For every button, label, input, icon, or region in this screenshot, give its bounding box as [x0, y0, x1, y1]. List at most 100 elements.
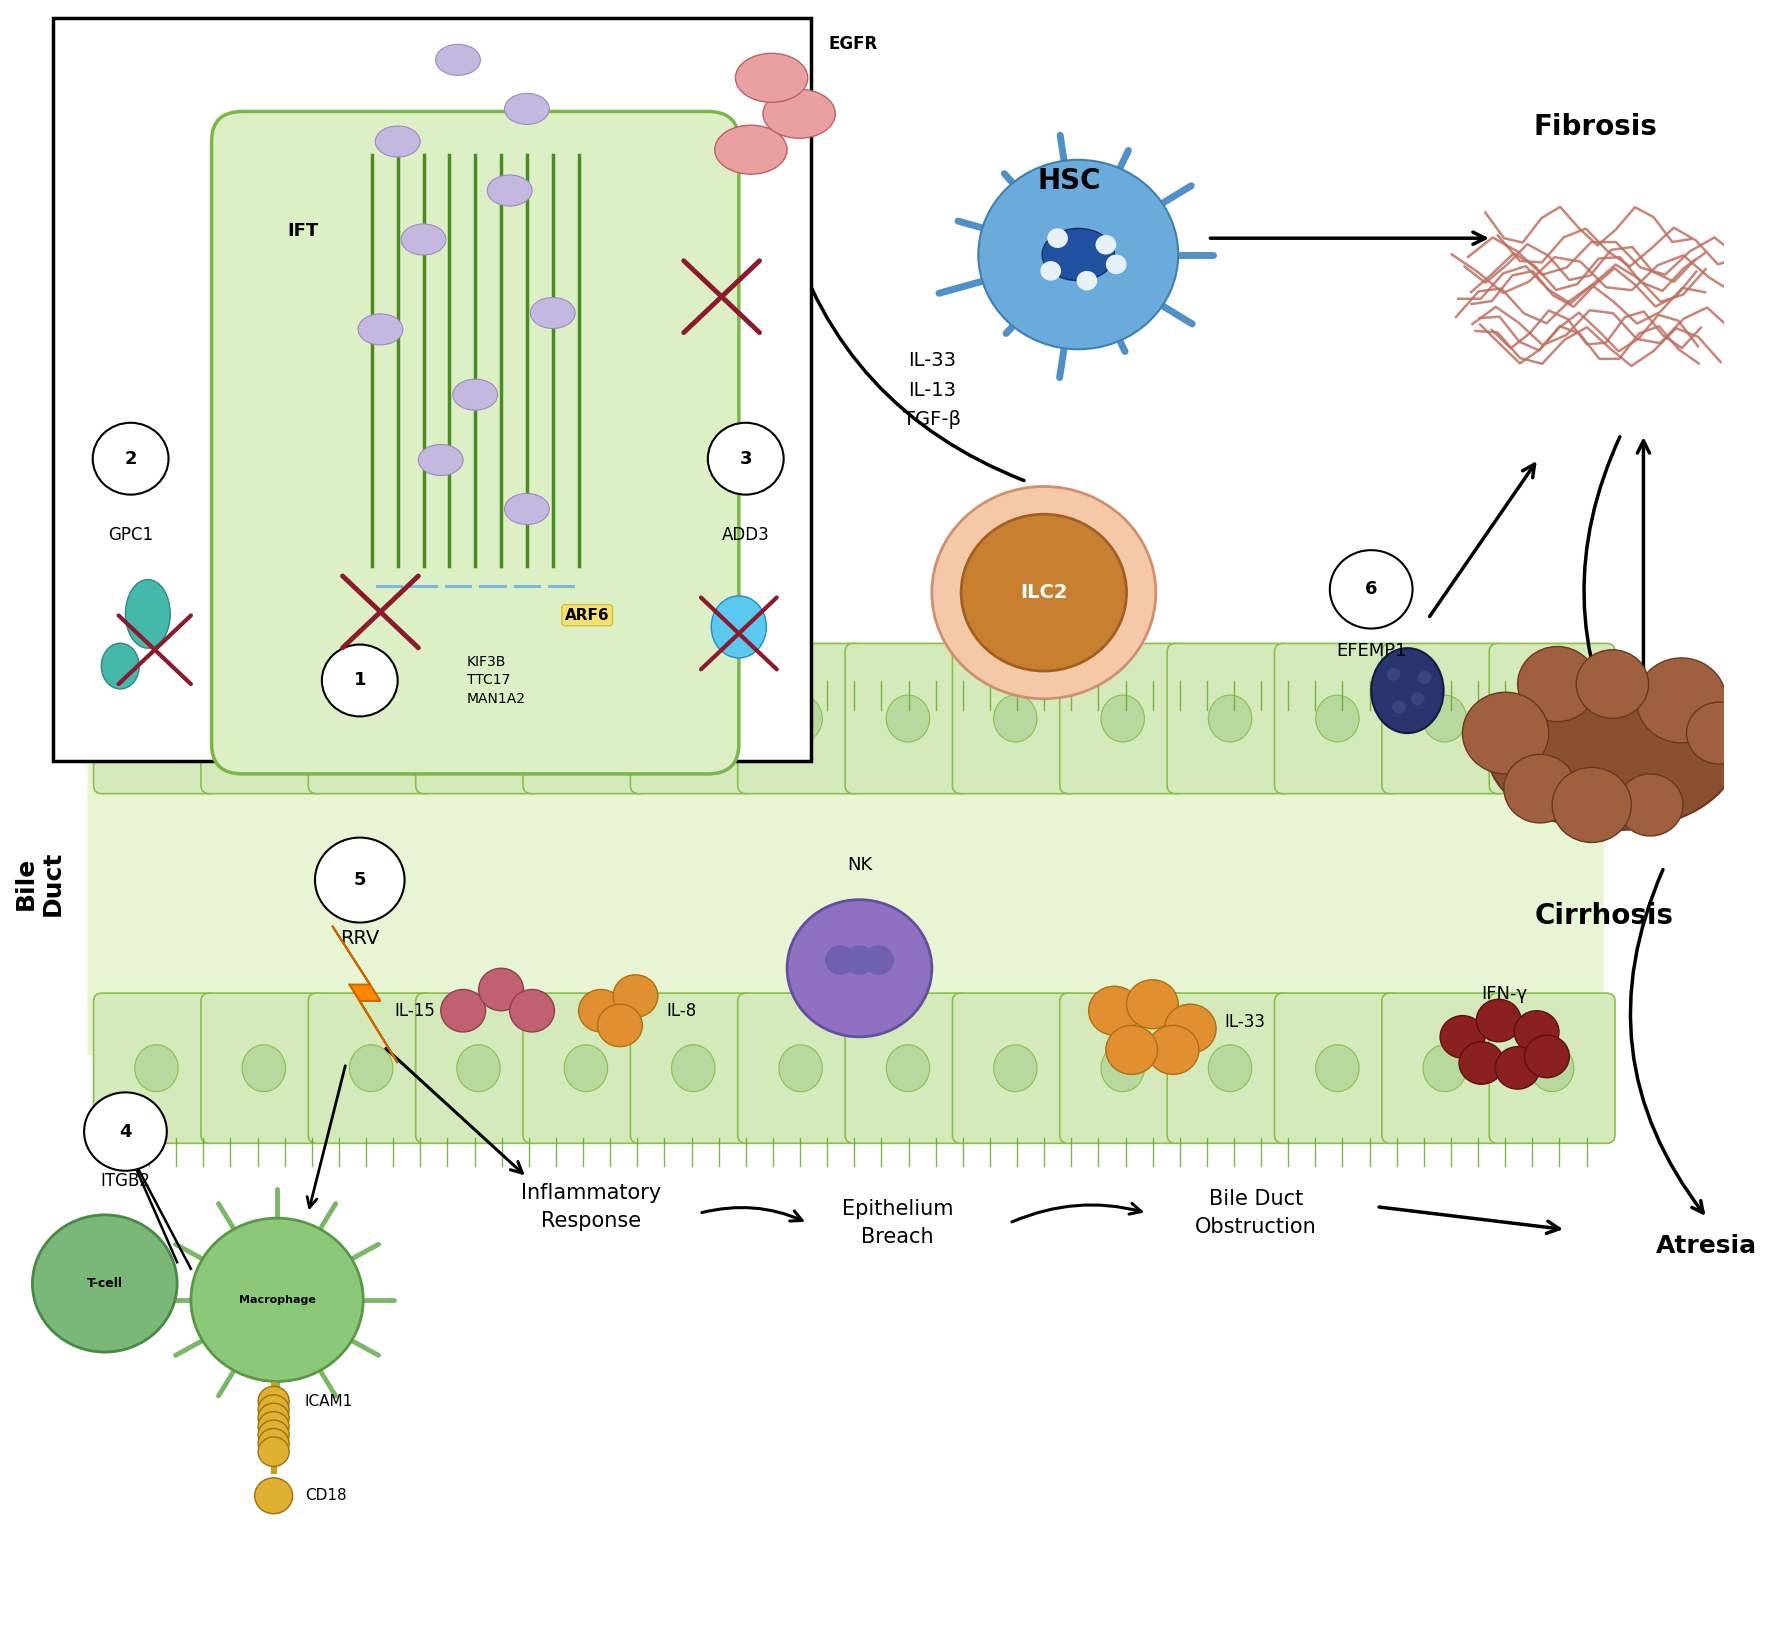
Circle shape	[1504, 754, 1577, 823]
FancyBboxPatch shape	[1382, 643, 1508, 793]
Text: Bile
Duct: Bile Duct	[14, 851, 66, 916]
FancyBboxPatch shape	[1060, 993, 1185, 1144]
Circle shape	[1411, 692, 1425, 705]
Ellipse shape	[1100, 1045, 1145, 1091]
Circle shape	[1524, 1036, 1570, 1078]
Ellipse shape	[714, 126, 787, 173]
Text: CD18: CD18	[305, 1489, 346, 1503]
Ellipse shape	[454, 380, 498, 411]
Circle shape	[1637, 658, 1726, 743]
Ellipse shape	[101, 643, 140, 689]
Ellipse shape	[672, 695, 714, 743]
FancyBboxPatch shape	[845, 993, 971, 1144]
Circle shape	[83, 1093, 167, 1171]
FancyBboxPatch shape	[53, 18, 812, 761]
Text: IFN-γ: IFN-γ	[1481, 985, 1527, 1003]
FancyBboxPatch shape	[416, 643, 542, 793]
Text: ICAM1: ICAM1	[305, 1394, 353, 1409]
FancyBboxPatch shape	[308, 993, 434, 1144]
Circle shape	[259, 1420, 289, 1449]
Ellipse shape	[358, 314, 402, 345]
Circle shape	[1387, 667, 1400, 681]
Ellipse shape	[418, 445, 462, 476]
FancyBboxPatch shape	[1168, 993, 1294, 1144]
Circle shape	[1476, 1000, 1520, 1042]
Ellipse shape	[735, 54, 808, 103]
Ellipse shape	[349, 695, 393, 743]
Ellipse shape	[764, 90, 835, 139]
Ellipse shape	[672, 1045, 714, 1091]
Text: NK: NK	[847, 856, 872, 874]
Ellipse shape	[994, 695, 1037, 743]
Ellipse shape	[1315, 695, 1359, 743]
Ellipse shape	[1531, 695, 1574, 743]
Ellipse shape	[243, 1045, 285, 1091]
Circle shape	[1164, 1005, 1216, 1054]
Text: Inflammatory
Response: Inflammatory Response	[521, 1183, 661, 1230]
Text: 6: 6	[1364, 581, 1377, 599]
Text: GPC1: GPC1	[108, 527, 152, 545]
Circle shape	[826, 946, 856, 975]
Circle shape	[1106, 1026, 1157, 1075]
Text: HSC: HSC	[1038, 167, 1102, 195]
Circle shape	[1517, 646, 1597, 721]
Ellipse shape	[487, 175, 532, 206]
Circle shape	[1127, 980, 1178, 1029]
Ellipse shape	[563, 1045, 608, 1091]
Circle shape	[1047, 229, 1069, 249]
Circle shape	[1095, 236, 1116, 255]
Text: ITGB2: ITGB2	[101, 1171, 151, 1189]
Circle shape	[259, 1404, 289, 1433]
FancyBboxPatch shape	[1488, 643, 1614, 793]
Circle shape	[597, 1005, 643, 1047]
Text: Cirrhosis: Cirrhosis	[1535, 901, 1673, 929]
Text: IL-33: IL-33	[1224, 1013, 1265, 1031]
Circle shape	[579, 990, 624, 1032]
Text: ILC2: ILC2	[1021, 582, 1067, 602]
Ellipse shape	[400, 224, 447, 255]
Circle shape	[613, 975, 657, 1018]
Ellipse shape	[1315, 1045, 1359, 1091]
Circle shape	[707, 422, 783, 494]
Ellipse shape	[886, 1045, 930, 1091]
Ellipse shape	[1531, 1045, 1574, 1091]
FancyBboxPatch shape	[94, 643, 220, 793]
Ellipse shape	[1209, 695, 1251, 743]
Circle shape	[92, 422, 168, 494]
Circle shape	[932, 486, 1155, 699]
Circle shape	[1146, 1026, 1200, 1075]
Circle shape	[259, 1412, 289, 1441]
Circle shape	[255, 1477, 292, 1513]
FancyBboxPatch shape	[737, 993, 863, 1144]
Circle shape	[863, 946, 893, 975]
FancyBboxPatch shape	[211, 111, 739, 774]
Circle shape	[1441, 1016, 1485, 1058]
FancyBboxPatch shape	[737, 643, 863, 793]
Text: Bile Duct
Obstruction: Bile Duct Obstruction	[1194, 1189, 1317, 1237]
FancyBboxPatch shape	[1168, 643, 1294, 793]
Circle shape	[1418, 671, 1432, 684]
Circle shape	[1088, 987, 1141, 1036]
Circle shape	[1496, 1047, 1540, 1090]
Text: IFT: IFT	[287, 222, 319, 240]
FancyBboxPatch shape	[416, 993, 542, 1144]
FancyBboxPatch shape	[1060, 643, 1185, 793]
Text: ARF6: ARF6	[565, 607, 610, 623]
Ellipse shape	[505, 93, 549, 124]
Text: Atresia: Atresia	[1655, 1234, 1756, 1258]
Ellipse shape	[563, 695, 608, 743]
Text: Macrophage: Macrophage	[239, 1294, 315, 1306]
Text: RRV: RRV	[340, 929, 379, 949]
Circle shape	[1552, 767, 1632, 843]
Text: 5: 5	[354, 870, 367, 888]
Circle shape	[441, 990, 486, 1032]
FancyBboxPatch shape	[952, 993, 1077, 1144]
Ellipse shape	[530, 298, 576, 329]
Circle shape	[843, 946, 875, 975]
FancyBboxPatch shape	[200, 643, 326, 793]
Circle shape	[1077, 272, 1097, 291]
Ellipse shape	[457, 695, 500, 743]
Ellipse shape	[1423, 695, 1467, 743]
Ellipse shape	[1042, 229, 1115, 281]
Circle shape	[960, 514, 1127, 671]
